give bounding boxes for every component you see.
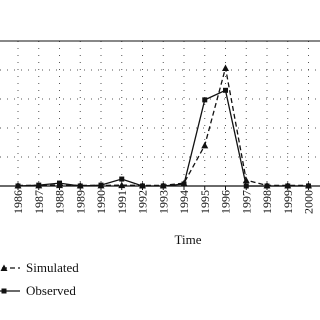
point [160, 183, 166, 189]
point [242, 176, 250, 184]
x-tick-label: 1990 [94, 190, 108, 214]
x-tick-label: 1987 [32, 190, 46, 214]
x-tick-label: 1993 [156, 190, 170, 214]
x-tick-label: 1992 [136, 190, 150, 214]
x-tick-label: 1994 [177, 190, 191, 214]
x-tick-label: 1989 [73, 190, 87, 214]
point [243, 183, 249, 189]
legend-label: Simulated [26, 260, 79, 275]
point [57, 180, 62, 186]
x-tick-label: 2000 [302, 190, 316, 214]
x-tick-label: 1996 [219, 190, 233, 214]
x-tick-label: 1998 [260, 190, 274, 214]
point [223, 87, 228, 93]
point [0, 264, 8, 271]
legend-label: Observed [26, 283, 76, 298]
x-tick-label: 1997 [239, 190, 253, 214]
x-tick-label: 1991 [115, 190, 129, 214]
point [77, 183, 83, 189]
point [119, 176, 125, 182]
x-tick-label: 1999 [281, 190, 295, 214]
point [201, 141, 209, 149]
point [1, 288, 7, 294]
point [264, 183, 270, 189]
x-tick-label: 1995 [198, 190, 212, 214]
point [285, 183, 291, 189]
point [140, 183, 145, 189]
point [181, 181, 187, 187]
point [306, 183, 311, 189]
x-axis-label: Time [175, 232, 202, 247]
x-tick-label: 1986 [11, 190, 25, 214]
point [118, 181, 126, 189]
point [202, 97, 208, 103]
x-tick-label: 1988 [53, 190, 67, 214]
point [98, 182, 104, 188]
point [15, 183, 21, 189]
point [222, 64, 229, 71]
point [36, 182, 42, 188]
